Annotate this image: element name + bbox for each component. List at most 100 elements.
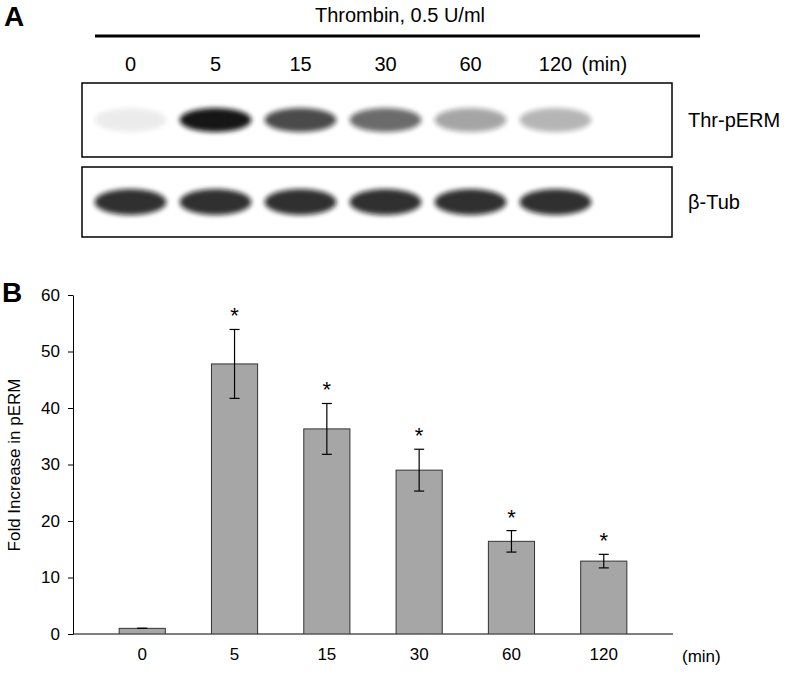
figure: A Thrombin, 0.5 U/ml 0 5 15 30 60 120 (min) Thr-p… [0, 0, 809, 676]
y-axis-line [73, 296, 74, 635]
error-cap [506, 551, 516, 552]
error-cap [322, 403, 332, 404]
error-cap [414, 490, 424, 491]
bar [488, 541, 534, 634]
y-axis: 0 10 20 30 40 50 60 [41, 286, 73, 644]
y-tick: 30 [41, 455, 73, 474]
error-stem [419, 449, 420, 491]
bar [396, 470, 442, 634]
y-tick-label: 0 [51, 625, 60, 644]
error-bar [414, 449, 424, 491]
y-tick-label: 20 [41, 512, 60, 531]
significance-marker: * [230, 303, 239, 328]
error-cap [599, 554, 609, 555]
error-bar [230, 329, 240, 398]
x-tick-label: 120 [590, 645, 618, 664]
error-stem [234, 329, 235, 398]
y-tick: 60 [41, 286, 73, 305]
treatment-bar [95, 35, 700, 38]
panel-label: B [2, 277, 22, 308]
lane-label: 5 [210, 53, 221, 75]
error-stem [511, 531, 512, 552]
tubulin-band [265, 189, 337, 215]
x-unit: (min) [682, 647, 721, 666]
error-cap [322, 454, 332, 455]
x-tick: 120 [590, 645, 618, 664]
tubulin-band [350, 189, 422, 215]
error-stem [603, 554, 604, 568]
error-cap [414, 449, 424, 450]
x-tick-label: 0 [137, 645, 146, 664]
treatment-label: Thrombin, 0.5 U/ml [315, 4, 485, 26]
error-bar [322, 403, 332, 454]
y-tick-mark [68, 634, 73, 635]
pERM-band [180, 108, 252, 132]
lane-label: 60 [459, 53, 481, 75]
lane-unit: (min) [582, 53, 628, 75]
pERM-band [520, 108, 592, 132]
significance-marker: * [599, 528, 608, 553]
error-stem [326, 403, 327, 454]
y-tick-label: 60 [41, 286, 60, 305]
bar [304, 429, 350, 634]
pERM-band [435, 108, 507, 132]
pERM-band [95, 108, 167, 132]
significance-marker: * [415, 423, 424, 448]
tubulin-band [520, 189, 592, 215]
y-tick-mark [68, 465, 73, 466]
pERM-band [265, 108, 337, 132]
x-tick: 15 [317, 645, 336, 664]
x-tick: 0 [137, 645, 146, 664]
y-tick-mark [68, 352, 73, 353]
y-tick: 0 [51, 625, 73, 644]
y-tick-label: 10 [41, 568, 60, 587]
bar [211, 364, 257, 634]
x-tick-label: 60 [502, 645, 521, 664]
significance-marker: * [507, 505, 516, 530]
plot-area [119, 329, 627, 634]
y-tick: 10 [41, 568, 73, 587]
y-tick: 40 [41, 399, 73, 418]
tubulin-band [95, 189, 167, 215]
y-tick-mark [68, 521, 73, 522]
y-tick: 20 [41, 512, 73, 531]
error-cap [599, 567, 609, 568]
bar [119, 628, 165, 634]
error-cap [137, 628, 147, 629]
pERM-band [350, 108, 422, 132]
x-axis: 0 5 15 30 60 120 [73, 634, 673, 664]
y-tick-mark [68, 408, 73, 409]
y-tick: 50 [41, 342, 73, 361]
y-axis-title: Fold Increase in pERM [5, 379, 24, 552]
x-tick-label: 5 [230, 645, 239, 664]
blot-frame [82, 167, 672, 237]
error-cap [230, 398, 240, 399]
significance-marker: * [323, 377, 332, 402]
x-tick: 5 [230, 645, 239, 664]
tubulin-band [180, 189, 252, 215]
y-tick-mark [68, 578, 73, 579]
error-cap [137, 628, 147, 629]
panel-label: A [4, 1, 24, 32]
x-tick-label: 30 [410, 645, 429, 664]
lane-label: 0 [125, 53, 136, 75]
error-bar [599, 554, 609, 568]
y-tick-mark [68, 295, 73, 296]
lane-label: 15 [289, 53, 311, 75]
error-cap [506, 530, 516, 531]
error-bar [137, 628, 147, 629]
row-label: β-Tub [688, 191, 740, 213]
x-tick: 30 [410, 645, 429, 664]
row-label: Thr-pERM [688, 109, 780, 131]
bar [581, 561, 627, 634]
tubulin-band [435, 189, 507, 215]
x-tick-label: 15 [317, 645, 336, 664]
lane-label: 120 [539, 53, 572, 75]
lane-label: 30 [374, 53, 396, 75]
y-tick-label: 50 [41, 342, 60, 361]
y-tick-label: 30 [41, 455, 60, 474]
error-cap [230, 329, 240, 330]
error-bar [506, 531, 516, 552]
blot-frame [82, 83, 672, 157]
y-tick-label: 40 [41, 399, 60, 418]
